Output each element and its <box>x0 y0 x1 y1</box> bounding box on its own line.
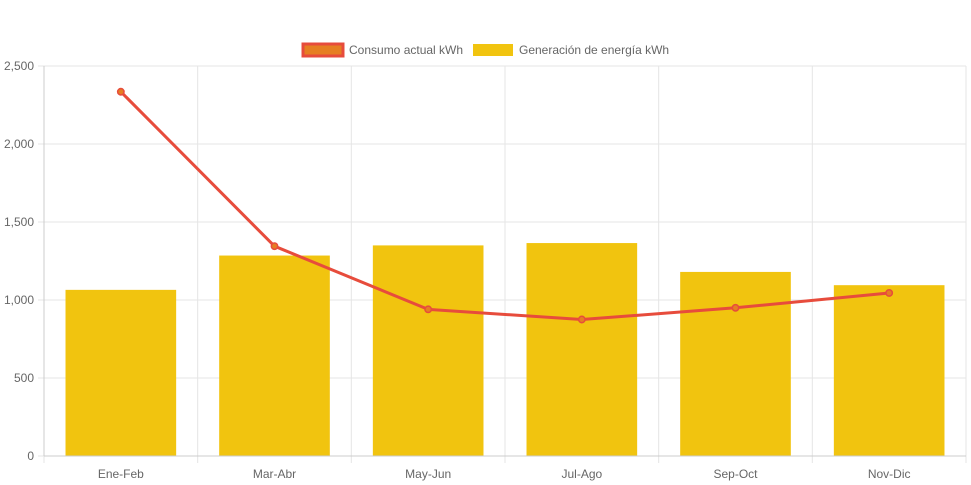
legend-swatch-generacion[interactable] <box>473 44 513 56</box>
consumo-point-nov-dic[interactable] <box>885 289 894 297</box>
consumo-point-ene-feb[interactable] <box>116 87 125 96</box>
consumo-point-sep-oct[interactable] <box>731 303 740 312</box>
consumo-point-may-jun[interactable] <box>424 305 433 314</box>
bar-may-jun[interactable] <box>372 245 484 456</box>
x-tick-label: May-Jun <box>405 467 451 481</box>
y-tick-label: 1,000 <box>4 293 34 307</box>
x-tick-label: Sep-Oct <box>713 467 758 481</box>
consumo-line <box>119 90 890 321</box>
y-tick-label: 2,000 <box>4 137 34 151</box>
bar-series <box>65 243 945 456</box>
y-tick-label: 500 <box>14 371 34 385</box>
bar-jul-ago[interactable] <box>526 243 638 456</box>
x-tick-label: Nov-Dic <box>868 467 911 481</box>
legend-label-consumo[interactable]: Consumo actual kWh <box>349 43 463 57</box>
legend-swatch-consumo[interactable] <box>301 42 345 58</box>
legend-label-generacion[interactable]: Generación de energía kWh <box>519 43 669 57</box>
y-tick-label: 1,500 <box>4 215 34 229</box>
y-tick-label: 2,500 <box>4 59 34 73</box>
bar-sep-oct[interactable] <box>680 271 791 456</box>
axes: 0 500 1,000 1,500 2,000 2,500 Ene-Feb Mar-Abr Ma… <box>4 59 966 481</box>
legend: Consumo actual kWh Generación de energía… <box>301 42 669 58</box>
y-tick-label: 0 <box>27 449 34 463</box>
x-tick-label: Jul-Ago <box>561 467 602 481</box>
x-tick-label: Mar-Abr <box>253 467 296 481</box>
bar-mar-abr[interactable] <box>219 255 330 456</box>
consumo-point-mar-abr[interactable] <box>270 242 279 251</box>
x-tick-label: Ene-Feb <box>98 467 144 481</box>
line-series <box>116 87 894 324</box>
consumo-point-jul-ago[interactable] <box>577 315 586 324</box>
bar-ene-feb[interactable] <box>65 289 177 456</box>
bar-nov-dic[interactable] <box>833 285 945 456</box>
gridlines <box>43 65 967 463</box>
